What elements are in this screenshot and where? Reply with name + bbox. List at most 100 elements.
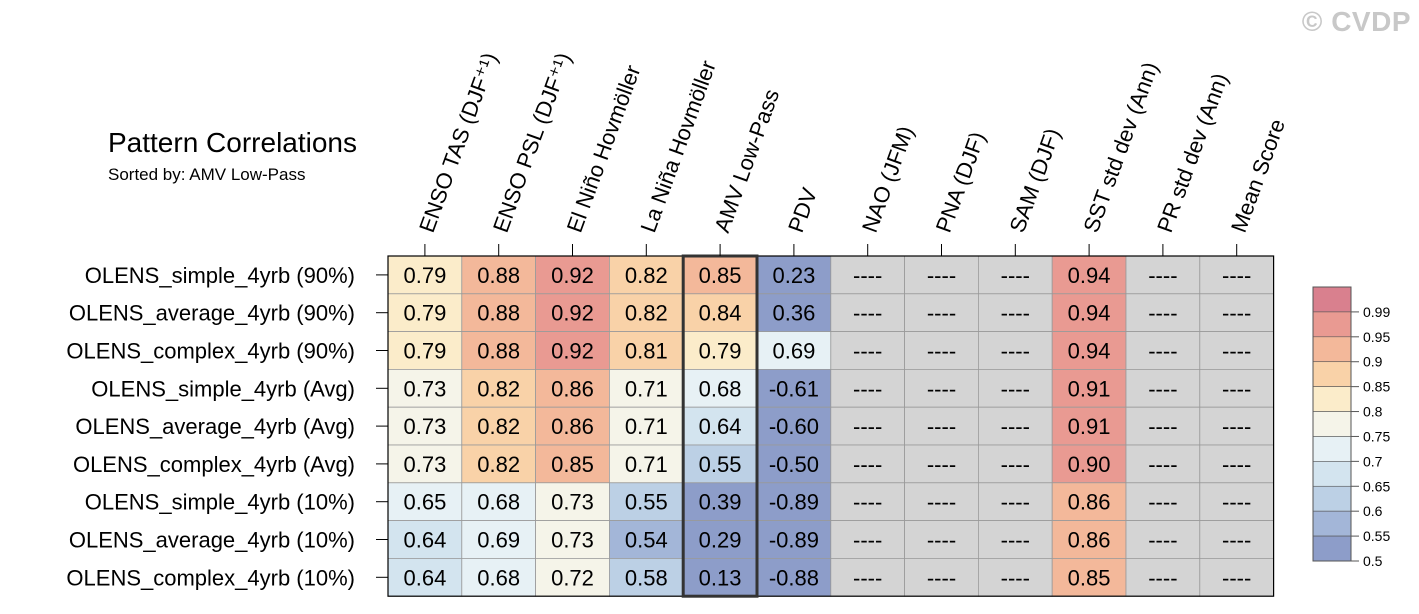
heatmap-cell <box>1051 482 1127 521</box>
cell-value-label: 0.94 <box>1068 301 1111 326</box>
row-label: OLENS_simple_4yrb (Avg) <box>91 376 355 401</box>
cell-value-label: ---- <box>927 376 956 401</box>
heatmap-cell <box>1199 520 1275 559</box>
row-label: OLENS_average_4yrb (Avg) <box>75 414 355 439</box>
column-header-label: PNA (DJF) <box>931 128 990 235</box>
heatmap-cell <box>1125 482 1201 521</box>
column-header-label: Mean Score <box>1226 116 1290 236</box>
cell-value-label: -0.60 <box>769 414 819 439</box>
cell-value-label: ---- <box>1222 376 1251 401</box>
cell-value-label: 0.68 <box>477 565 520 590</box>
heatmap-cell <box>756 444 832 484</box>
cell-value-label: 0.88 <box>477 301 520 326</box>
colorbar-label: 0.85 <box>1363 379 1390 395</box>
cell-value-label: 0.73 <box>551 490 594 515</box>
colorbar-segment <box>1312 386 1352 412</box>
cell-value-label: -0.61 <box>769 376 819 401</box>
column-header-label: PR std dev (Ann) <box>1152 70 1233 236</box>
cell-value-label: 0.79 <box>403 339 446 364</box>
cell-value-label: 0.54 <box>625 528 668 553</box>
heatmap-cell <box>461 368 536 408</box>
heatmap-cell <box>756 406 832 446</box>
heatmap-cell <box>609 520 684 559</box>
cell-value-label: 0.69 <box>477 528 520 553</box>
cell-value-label: 0.82 <box>477 414 520 439</box>
cell-value-label: ---- <box>927 414 956 439</box>
colorbar-label: 0.8 <box>1363 404 1383 420</box>
cell-value-label: ---- <box>1148 414 1177 439</box>
heatmap-cell <box>1051 406 1127 446</box>
cell-value-label: -0.50 <box>769 452 819 477</box>
colorbar-label: 0.99 <box>1363 304 1390 320</box>
cell-value-label: ---- <box>853 490 882 515</box>
colorbar-segment <box>1312 510 1352 537</box>
cell-value-label: 0.72 <box>551 565 594 590</box>
heatmap-cell <box>1199 406 1275 446</box>
row-label: OLENS_simple_4yrb (90%) <box>85 263 355 288</box>
row-label: OLENS_simple_4yrb (10%) <box>85 490 355 515</box>
colorbar-segment <box>1312 535 1352 562</box>
heatmap-cell <box>535 331 610 370</box>
heatmap-cell <box>1125 293 1201 332</box>
cell-value-label: ---- <box>1001 339 1030 364</box>
cell-value-label: ---- <box>1222 565 1251 590</box>
heatmap-cell <box>904 255 979 295</box>
column-header-label: ENSO TAS (DJF⁺¹) <box>414 49 502 235</box>
cell-value-label: 0.86 <box>551 376 594 401</box>
heatmap-cell <box>609 558 684 597</box>
cell-value-label: ---- <box>1148 263 1177 288</box>
heatmap-cell <box>609 444 684 484</box>
cell-value-label: 0.79 <box>699 339 742 364</box>
cell-value-label: 0.82 <box>477 452 520 477</box>
colorbar-label: 0.6 <box>1363 503 1383 519</box>
cell-value-label: ---- <box>1222 414 1251 439</box>
heatmap-cell <box>682 293 758 332</box>
heatmap-cell <box>1199 255 1275 295</box>
heatmap-cell <box>1125 368 1201 408</box>
heatmap-cell <box>461 255 536 295</box>
cell-value-label: ---- <box>927 490 956 515</box>
heatmap-cell <box>756 558 832 597</box>
cell-value-label: ---- <box>927 301 956 326</box>
cell-value-label: -0.88 <box>769 565 819 590</box>
cell-value-label: 0.71 <box>625 414 668 439</box>
cell-value-label: 0.94 <box>1068 339 1111 364</box>
cell-value-label: -0.89 <box>769 528 819 553</box>
colorbar-label: 0.5 <box>1363 553 1383 569</box>
cell-value-label: 0.86 <box>551 414 594 439</box>
cell-value-label: -0.89 <box>769 490 819 515</box>
cell-value-label: 0.64 <box>699 414 742 439</box>
row-label: OLENS_average_4yrb (10%) <box>69 528 355 553</box>
row-label: OLENS_average_4yrb (90%) <box>69 301 355 326</box>
cell-value-label: ---- <box>1001 263 1030 288</box>
heatmap-cell <box>609 406 684 446</box>
cell-value-label: ---- <box>1148 301 1177 326</box>
cell-value-label: 0.91 <box>1068 376 1111 401</box>
cell-value-label: ---- <box>1148 452 1177 477</box>
colorbar-label: 0.55 <box>1363 528 1390 544</box>
heatmap-cell <box>978 520 1053 559</box>
cell-value-label: ---- <box>927 565 956 590</box>
heatmap-cell <box>387 406 463 446</box>
heatmap-cell <box>387 444 463 484</box>
cell-value-label: ---- <box>853 452 882 477</box>
cell-value-label: ---- <box>1001 565 1030 590</box>
cell-value-label: ---- <box>1222 452 1251 477</box>
cell-value-label: 0.82 <box>625 263 668 288</box>
cell-value-label: 0.71 <box>625 376 668 401</box>
heatmap-cell <box>1199 482 1275 521</box>
cell-value-label: ---- <box>853 263 882 288</box>
cell-value-label: 0.85 <box>1068 565 1111 590</box>
chart-subtitle: Sorted by: AMV Low-Pass <box>108 165 306 184</box>
heatmap-cell <box>1051 558 1127 597</box>
heatmap-cell <box>978 331 1053 370</box>
heatmap-cell <box>904 520 979 559</box>
heatmap-cell <box>535 558 610 597</box>
cell-value-label: ---- <box>853 565 882 590</box>
cell-value-label: 0.86 <box>1068 528 1111 553</box>
title-block: Pattern Correlations Sorted by: AMV Low-… <box>108 127 357 185</box>
cell-value-label: ---- <box>853 414 882 439</box>
cell-value-label: ---- <box>1001 528 1030 553</box>
colorbar-frame <box>1312 286 1352 562</box>
